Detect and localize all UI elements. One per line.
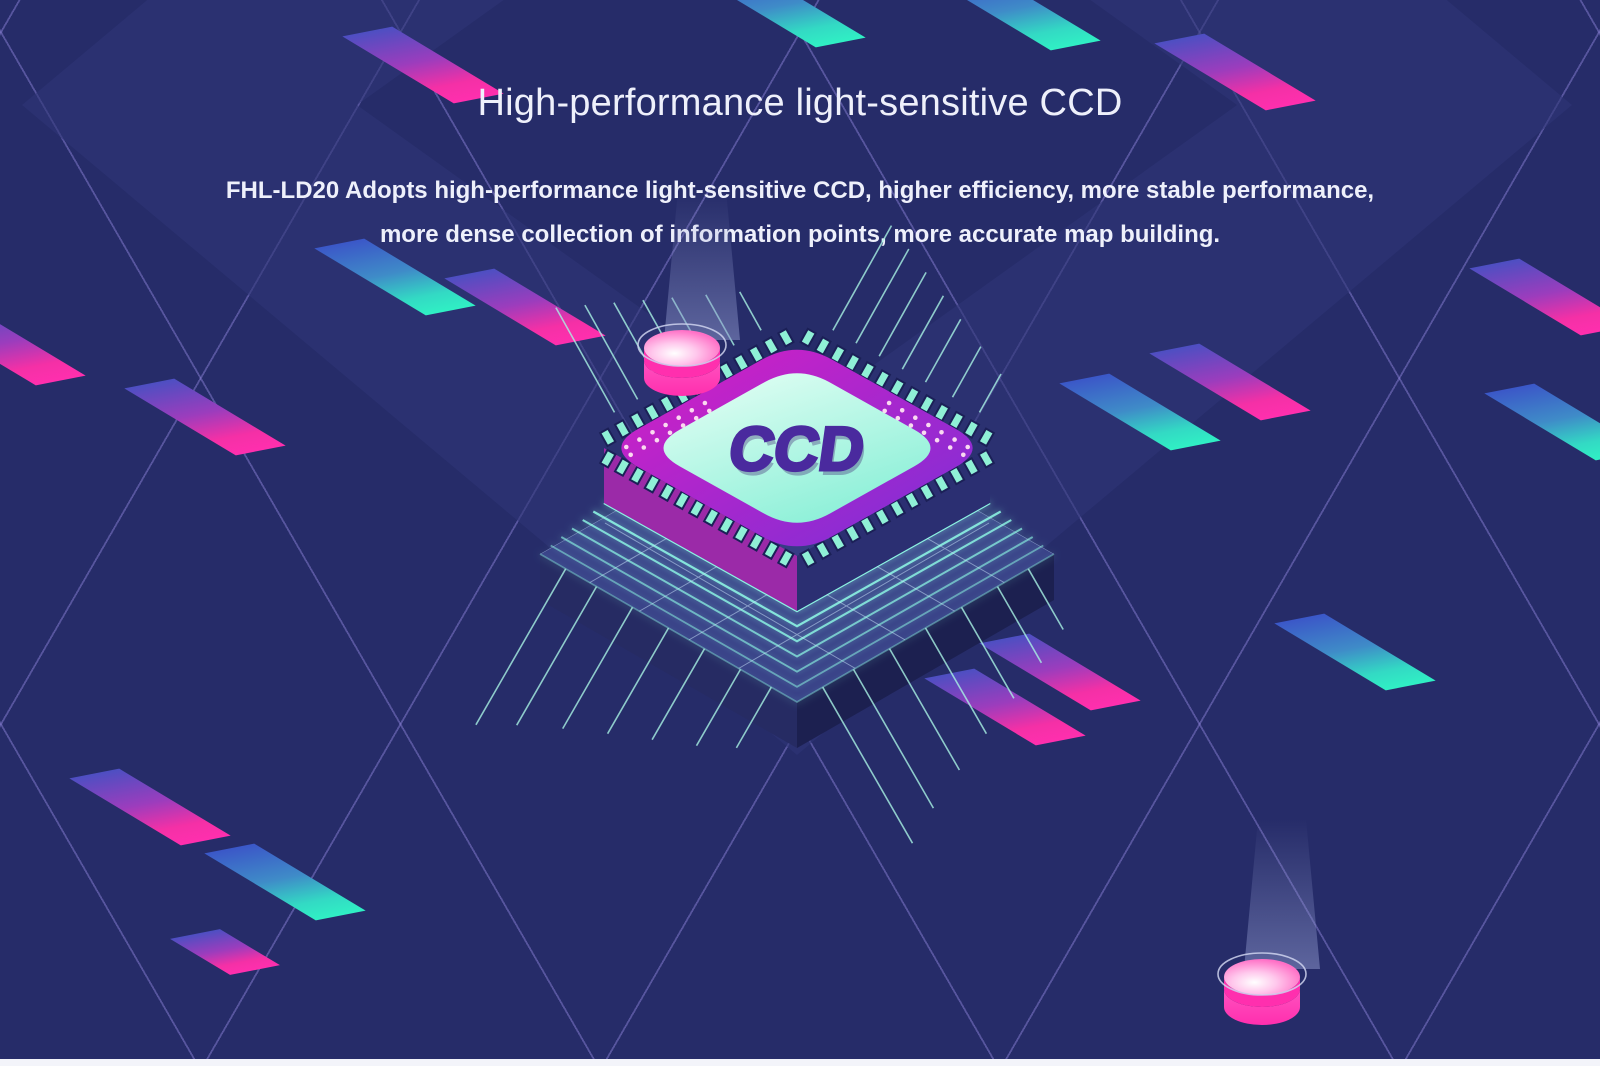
- svg-text:CCD: CCD: [725, 415, 869, 484]
